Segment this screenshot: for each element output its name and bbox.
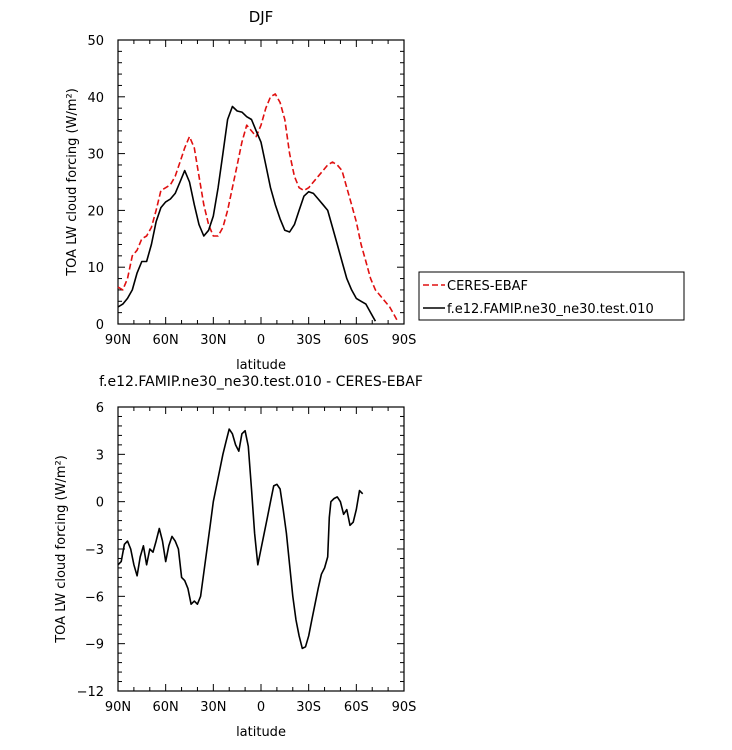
legend: CERES-EBAF f.e12.FAMIP.ne30_ne30.test.010 bbox=[418, 271, 685, 321]
bottom-y-tick-label: 3 bbox=[96, 448, 104, 463]
top-y-tick-label: 50 bbox=[87, 34, 104, 49]
bottom-x-tick-label: 0 bbox=[257, 700, 265, 715]
bottom-chart: f.e12.FAMIP.ne30_ne30.test.010 - CERES-E… bbox=[54, 374, 423, 740]
top-x-tick-label: 90N bbox=[105, 333, 131, 348]
top-x-tick-label: 60S bbox=[344, 333, 369, 348]
bottom-x-tick-label: 30N bbox=[200, 700, 226, 715]
bottom-y-tick-label: −6 bbox=[85, 590, 104, 605]
bottom-x-tick-label: 60N bbox=[153, 700, 179, 715]
bottom-x-tick-label: 90N bbox=[105, 700, 131, 715]
top-chart: DJF latitude TOA LW cloud forcing (W/m²) 90… bbox=[65, 8, 685, 373]
top-y-tick-label: 20 bbox=[87, 204, 104, 219]
top-x-tick-label: 0 bbox=[257, 333, 265, 348]
bottom-x-tick-label: 90S bbox=[392, 700, 417, 715]
bottom-y-tick-label: 0 bbox=[96, 496, 104, 511]
top-x-tick-label: 90S bbox=[392, 333, 417, 348]
bottom-x-tick-label: 30S bbox=[296, 700, 321, 715]
legend-box bbox=[418, 271, 685, 321]
top-x-tick-label: 30N bbox=[200, 333, 226, 348]
legend-entry-1: f.e12.FAMIP.ne30_ne30.test.010 bbox=[447, 302, 654, 317]
legend-entry-0: CERES-EBAF bbox=[447, 279, 528, 294]
top-series-line-1 bbox=[117, 105, 377, 322]
bottom-y-tick-label: −12 bbox=[77, 685, 104, 700]
top-plot-frame bbox=[117, 39, 405, 325]
bottom-series-line-0 bbox=[117, 428, 364, 650]
top-chart-title: DJF bbox=[249, 8, 274, 26]
bottom-y-axis-label: TOA LW cloud forcing (W/m²) bbox=[54, 455, 69, 644]
bottom-x-axis-label: latitude bbox=[236, 725, 286, 740]
top-y-tick-label: 0 bbox=[96, 318, 104, 333]
top-series-line-0 bbox=[117, 93, 399, 322]
top-y-tick-label: 40 bbox=[87, 91, 104, 106]
bottom-y-tick-label: 6 bbox=[96, 401, 104, 416]
top-x-axis-label: latitude bbox=[236, 358, 286, 373]
top-x-tick-label: 60N bbox=[153, 333, 179, 348]
top-y-axis-label: TOA LW cloud forcing (W/m²) bbox=[65, 88, 80, 277]
bottom-y-tick-label: −3 bbox=[85, 543, 104, 558]
bottom-chart-title: f.e12.FAMIP.ne30_ne30.test.010 - CERES-E… bbox=[99, 374, 423, 390]
top-x-tick-label: 30S bbox=[296, 333, 321, 348]
bottom-y-tick-label: −9 bbox=[85, 638, 104, 653]
bottom-x-tick-label: 60S bbox=[344, 700, 369, 715]
top-y-tick-label: 10 bbox=[87, 261, 104, 276]
top-y-tick-label: 30 bbox=[87, 148, 104, 163]
